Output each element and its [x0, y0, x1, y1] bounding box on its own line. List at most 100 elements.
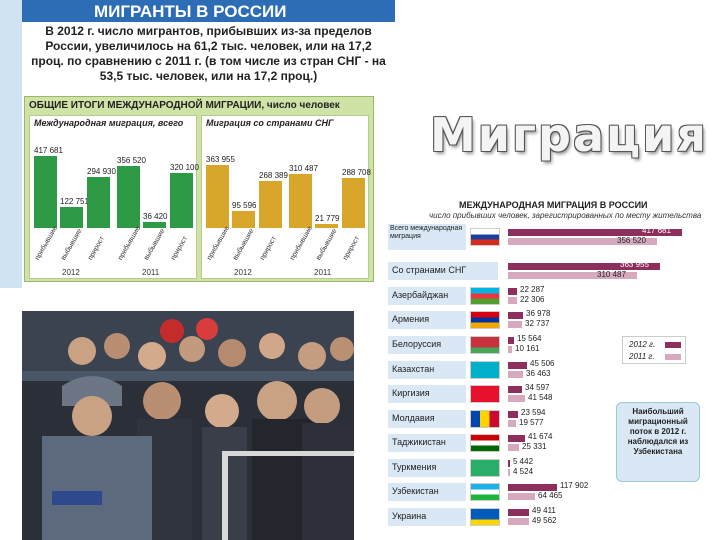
value-2011: 41 548	[528, 393, 553, 402]
value-2011: 22 306	[520, 295, 545, 304]
country-row: Молдавия 23 594 19 577	[384, 406, 720, 430]
migration-table-title: МЕЖДУНАРОДНАЯ МИГРАЦИЯ В РОССИИ	[459, 200, 648, 210]
category-label: прирост	[259, 235, 279, 262]
bar-2012	[508, 509, 529, 516]
country-row: Азербайджан 22 287 22 306	[384, 283, 720, 307]
bar-value-label: 363 955	[206, 155, 235, 164]
bar-value-label: 417 681	[34, 146, 63, 155]
value-2012: 417 681	[642, 226, 671, 235]
bar-value-label: 356 520	[117, 156, 146, 165]
legend-2012-label: 2012 г.	[629, 340, 656, 349]
bar-2012	[508, 362, 527, 369]
value-2011: 49 562	[532, 516, 557, 525]
totals-title: ОБЩИЕ ИТОГИ МЕЖДУНАРОДНОЙ МИГРАЦИИ, числ…	[29, 100, 340, 111]
bar-2011	[508, 272, 637, 279]
crowd-photo	[22, 311, 354, 540]
country-name: Туркмения	[388, 459, 466, 477]
bar-2012	[508, 337, 514, 344]
country-name: Украина	[388, 508, 466, 526]
bar	[34, 156, 57, 228]
country-row: Белоруссия 15 564 10 161	[384, 332, 720, 356]
category-label: прибывшие	[206, 225, 231, 262]
value-2011: 36 463	[526, 369, 551, 378]
bar-2011	[508, 371, 523, 378]
bar-2012	[508, 288, 517, 295]
year-label: 2011	[142, 268, 160, 277]
chart-total-title: Международная миграция, всего	[34, 118, 184, 128]
country-name: Узбекистан	[388, 483, 466, 501]
decorative-strip	[0, 0, 22, 288]
year-label: 2012	[234, 268, 252, 277]
bar-2012	[508, 460, 510, 467]
bar-2011	[508, 395, 525, 402]
legend-2011-swatch	[665, 354, 681, 360]
country-row: Казахстан 45 506 36 463	[384, 357, 720, 381]
value-2012: 36 978	[526, 309, 551, 318]
category-label: прирост	[87, 235, 107, 262]
value-2011: 32 737	[525, 319, 550, 328]
bar-value-label: 320 100	[170, 163, 199, 172]
category-label: прибывшие	[289, 225, 314, 262]
legend-2011-label: 2011 г.	[629, 352, 655, 361]
category-label: выбывшие	[315, 227, 339, 262]
country-name: Армения	[388, 311, 466, 329]
value-2012: 23 594	[521, 408, 546, 417]
bar	[206, 165, 229, 228]
bar-2012	[508, 229, 682, 236]
chart-total-categories: прибывшие выбывшие прирост прибывшие выбывши…	[34, 225, 192, 278]
country-row: Украина 49 411 49 562	[384, 504, 720, 528]
chart-cis-categories: прибывшие выбывшие прирост прибывшие выбывши…	[206, 225, 364, 278]
bar-2011	[508, 469, 510, 476]
value-2011: 310 487	[597, 270, 626, 279]
belarus-flag-icon	[470, 336, 500, 354]
value-2012: 22 287	[520, 285, 545, 294]
country-row: Армения 36 978 32 737	[384, 307, 720, 331]
value-2012: 41 674	[528, 432, 553, 441]
value-2012: 5 442	[513, 457, 534, 466]
bar-2011	[508, 238, 657, 245]
year-label: 2012	[62, 268, 80, 277]
armenia-flag-icon	[470, 311, 500, 329]
bar-value-label: 268 389	[259, 171, 288, 180]
kazakhstan-flag-icon	[470, 361, 500, 379]
value-2012: 49 411	[532, 506, 556, 515]
bar-value-label: 122 751	[60, 197, 89, 206]
value-2011: 4 524	[513, 467, 534, 476]
migration-table-subtitle: число прибывших человек, зарегистрирован…	[429, 211, 702, 220]
crowd-photo-illustration	[22, 311, 354, 540]
infographic-intro: В 2012 г. число мигрантов, прибывших из-…	[31, 24, 386, 83]
bar	[315, 224, 338, 228]
bar	[232, 211, 255, 228]
chart-cis-title: Миграция со странами СНГ	[206, 118, 334, 128]
country-row: Узбекистан 117 902 64 465	[384, 479, 720, 503]
country-name: Белоруссия	[388, 336, 466, 354]
tajikistan-flag-icon	[470, 434, 500, 452]
bar-2011	[508, 493, 535, 500]
bar	[60, 207, 83, 228]
bar	[289, 174, 312, 228]
category-label: прирост	[342, 235, 362, 262]
value-2011: 19 577	[519, 418, 544, 427]
bar	[143, 222, 166, 228]
year-label: 2011	[314, 268, 332, 277]
category-label: выбывшие	[232, 227, 256, 262]
category-label: прирост	[170, 235, 190, 262]
category-label: выбывшие	[143, 227, 167, 262]
bar	[170, 173, 193, 228]
country-name: Молдавия	[388, 410, 466, 428]
bar-value-label: 310 487	[289, 164, 318, 173]
bar-2012	[508, 484, 557, 491]
totals-panel: ОБЩИЕ ИТОГИ МЕЖДУНАРОДНОЙ МИГРАЦИИ, числ…	[24, 96, 374, 282]
chart-cis-panel: Миграция со странами СНГ 363 955 95 596 26…	[201, 115, 371, 279]
legend: 2012 г. 2011 г.	[622, 336, 686, 364]
value-2011: 356 520	[617, 236, 646, 245]
infographic-header: МИГРАНТЫ В РОССИИ	[22, 0, 395, 22]
bar	[87, 177, 110, 228]
value-2012: 363 955	[620, 260, 649, 269]
country-row: Киргизия 34 597 41 548	[384, 381, 720, 405]
migrants-infographic: МИГРАНТЫ В РОССИИ В 2012 г. число мигран…	[0, 0, 395, 288]
country-row: Всего международная миграция 417 681 356 5…	[384, 224, 720, 250]
value-2012: 117 902	[560, 481, 589, 490]
bar-2011	[508, 321, 522, 328]
category-label: выбывшие	[60, 227, 84, 262]
